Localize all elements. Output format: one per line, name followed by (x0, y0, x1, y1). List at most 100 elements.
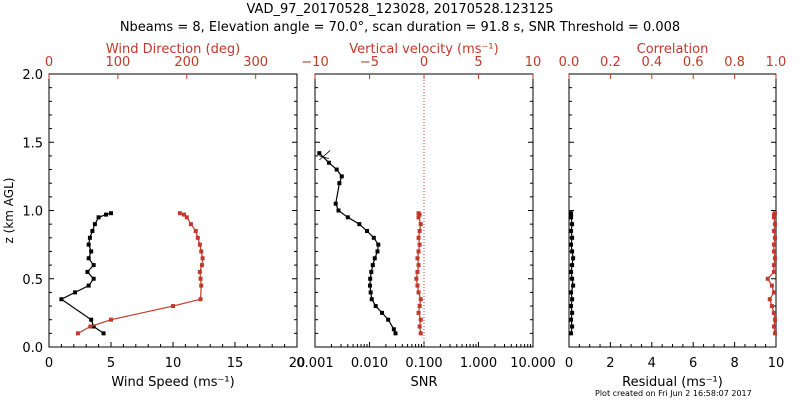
data-point (771, 290, 776, 295)
x-tick-label: 0.001 (296, 356, 333, 371)
data-point (73, 290, 78, 295)
data-point (177, 211, 182, 216)
data-point (570, 263, 575, 268)
data-point (569, 215, 574, 220)
top-x-tick-label: 0 (45, 55, 53, 70)
data-point (91, 263, 96, 268)
data-point (109, 211, 113, 216)
y-tick-label: 0.0 (22, 341, 43, 356)
data-point (418, 297, 423, 302)
data-point (109, 317, 113, 322)
data-point (570, 276, 575, 281)
data-point (416, 211, 421, 216)
data-point (416, 249, 421, 254)
data-point (417, 304, 422, 309)
data-point (571, 283, 576, 288)
data-point (772, 317, 777, 322)
data-point (772, 222, 777, 227)
data-point (771, 263, 776, 268)
data-point (570, 310, 575, 315)
data-point (345, 215, 350, 220)
data-point (326, 160, 331, 165)
data-point (771, 242, 776, 247)
data-point (771, 324, 776, 329)
data-point (198, 276, 203, 281)
top-x-tick-label: 5 (474, 55, 482, 70)
data-point (104, 212, 109, 217)
data-point (569, 317, 574, 322)
top-x-tick-label: 0.6 (683, 55, 704, 70)
data-point (771, 215, 776, 220)
top-x-tick-label: 10 (525, 55, 542, 70)
data-point (769, 304, 774, 309)
data-point (91, 276, 96, 281)
data-point (357, 222, 362, 227)
top-x-tick-label: 200 (174, 55, 199, 70)
y-tick-label: 0.5 (22, 273, 43, 288)
x-tick-label: 2 (606, 356, 614, 371)
data-point (370, 263, 375, 268)
data-point (369, 269, 374, 274)
y-tick-label: 1.5 (22, 136, 43, 151)
data-point (89, 317, 94, 322)
data-point (59, 297, 64, 302)
y-tick-label: 1.0 (22, 205, 43, 220)
data-point (368, 290, 373, 295)
chart-subtitle: Nbeams = 8, Elevation angle = 70.0°, sca… (119, 20, 681, 35)
data-point (418, 331, 423, 336)
data-point (416, 215, 421, 220)
y-tick-label: 2.0 (22, 68, 43, 83)
data-point (96, 215, 101, 220)
data-point (415, 256, 420, 261)
data-point (334, 167, 339, 172)
data-point (86, 242, 91, 247)
data-point (570, 235, 575, 240)
data-point (570, 222, 575, 227)
top-x-tick-label: 1.0 (766, 55, 787, 70)
data-point (371, 235, 376, 240)
data-point (333, 201, 338, 206)
data-point (771, 228, 776, 233)
data-point (771, 310, 776, 315)
data-point (197, 242, 202, 247)
data-point (767, 297, 772, 302)
data-point (380, 310, 385, 315)
data-point (199, 249, 204, 254)
top-x-axis-label: Vertical velocity (ms⁻¹) (349, 42, 498, 57)
data-point (391, 327, 396, 332)
data-point (771, 269, 776, 274)
data-point (416, 263, 421, 268)
data-point (416, 310, 421, 315)
data-point (197, 269, 202, 274)
data-point (393, 331, 398, 336)
data-point (414, 276, 419, 281)
data-point (570, 249, 575, 254)
x-tick-label: 0 (45, 356, 53, 371)
data-point (373, 304, 378, 309)
data-point (771, 249, 776, 254)
data-point (769, 283, 774, 288)
data-point (198, 297, 203, 302)
data-point (89, 249, 94, 254)
plot-created-note: Plot created on Fri Jun 2 16:58:07 2017 (595, 389, 752, 398)
data-point (369, 297, 374, 302)
data-point (569, 331, 574, 336)
data-point (90, 228, 95, 233)
top-x-tick-label: 0.4 (641, 55, 662, 70)
x-tick-label: 20 (289, 356, 306, 371)
data-point (375, 249, 380, 254)
data-point (569, 242, 574, 247)
data-point (418, 222, 423, 227)
data-point (88, 324, 93, 329)
data-point (86, 256, 91, 261)
series-line (319, 150, 331, 161)
data-point (570, 297, 575, 302)
top-x-tick-label: 0.0 (559, 55, 580, 70)
data-point (569, 211, 574, 216)
data-point (339, 174, 344, 179)
data-point (337, 181, 342, 186)
data-point (418, 317, 423, 322)
data-point (417, 242, 422, 247)
data-point (101, 331, 106, 336)
